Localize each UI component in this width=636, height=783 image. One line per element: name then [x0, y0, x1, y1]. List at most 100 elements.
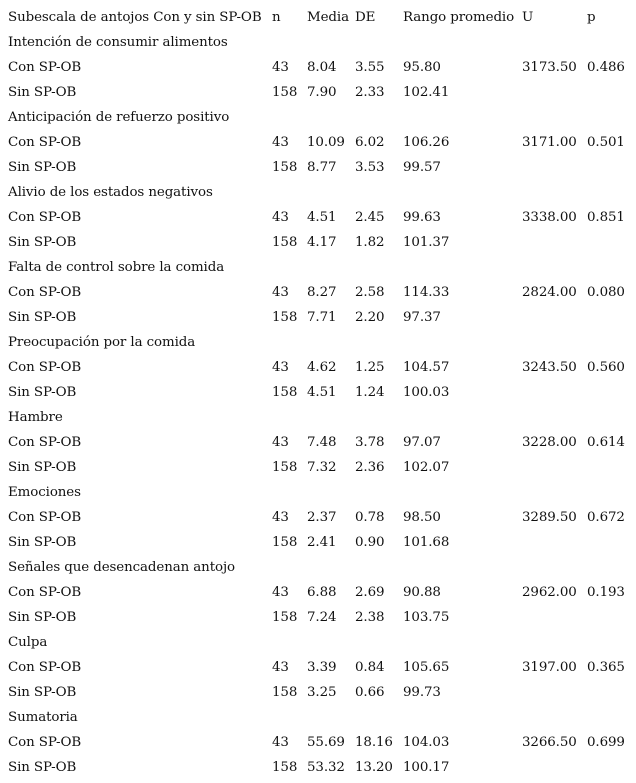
group-title-row: Sumatoria [0, 705, 636, 730]
cell-de: 1.24 [355, 385, 385, 400]
table-header-row: Subescala de antojos Con y sin SP-OB n M… [0, 5, 636, 30]
table-row: Con SP-OB 43 55.69 18.16 104.03 3266.50 0.699 [0, 730, 636, 755]
group-title: Intención de consumir alimentos [8, 35, 228, 50]
cell-n: 43 [272, 735, 289, 750]
cell-n: 158 [272, 310, 298, 325]
cell-media: 2.41 [307, 535, 337, 550]
cell-rango: 98.50 [403, 510, 441, 525]
cell-media: 3.39 [307, 660, 337, 675]
header-media: Media [307, 10, 349, 25]
cell-n: 158 [272, 610, 298, 625]
cell-media: 7.32 [307, 460, 337, 475]
cell-n: 43 [272, 60, 289, 75]
cell-p: 0.501 [587, 135, 625, 150]
row-label: Con SP-OB [8, 660, 82, 675]
table-row: Con SP-OB 43 7.48 3.78 97.07 3228.00 0.614 [0, 430, 636, 455]
group-title-row: Alivio de los estados negativos [0, 180, 636, 205]
cell-n: 43 [272, 585, 289, 600]
table-row: Con SP-OB 43 3.39 0.84 105.65 3197.00 0.365 [0, 655, 636, 680]
cell-de: 3.78 [355, 435, 385, 450]
table-row: Sin SP-OB 158 7.90 2.33 102.41 [0, 80, 636, 105]
cell-p: 0.365 [587, 660, 625, 675]
row-label: Con SP-OB [8, 135, 82, 150]
cell-rango: 99.73 [403, 685, 441, 700]
cell-media: 2.37 [307, 510, 337, 525]
cell-u: 2962.00 [522, 585, 577, 600]
cell-rango: 90.88 [403, 585, 441, 600]
cell-media: 3.25 [307, 685, 337, 700]
cell-de: 2.58 [355, 285, 385, 300]
group-title-row: Culpa [0, 630, 636, 655]
cell-p: 0.851 [587, 210, 625, 225]
group-title-row: Falta de control sobre la comida [0, 255, 636, 280]
cell-de: 2.33 [355, 85, 385, 100]
cell-media: 4.62 [307, 360, 337, 375]
table-row: Sin SP-OB 158 3.25 0.66 99.73 [0, 680, 636, 705]
cell-rango: 114.33 [403, 285, 450, 300]
group-title: Preocupación por la comida [8, 335, 196, 350]
header-p: p [587, 10, 596, 25]
group-title: Culpa [8, 635, 48, 650]
row-label: Sin SP-OB [8, 160, 77, 175]
row-label: Sin SP-OB [8, 460, 77, 475]
cell-u: 3289.50 [522, 510, 577, 525]
cell-media: 10.09 [307, 135, 345, 150]
cell-n: 43 [272, 135, 289, 150]
cell-media: 4.51 [307, 385, 337, 400]
cell-n: 43 [272, 360, 289, 375]
table-row: Con SP-OB 43 4.51 2.45 99.63 3338.00 0.851 [0, 205, 636, 230]
header-n: n [272, 10, 281, 25]
cell-rango: 99.57 [403, 160, 441, 175]
cell-u: 3228.00 [522, 435, 577, 450]
row-label: Con SP-OB [8, 510, 82, 525]
cell-rango: 104.03 [403, 735, 450, 750]
cell-rango: 100.03 [403, 385, 450, 400]
cell-n: 158 [272, 385, 298, 400]
cell-p: 0.672 [587, 510, 625, 525]
cell-media: 7.90 [307, 85, 337, 100]
cell-de: 2.36 [355, 460, 385, 475]
cell-media: 4.17 [307, 235, 337, 250]
cell-rango: 104.57 [403, 360, 450, 375]
row-label: Sin SP-OB [8, 535, 77, 550]
table-row: Sin SP-OB 158 7.24 2.38 103.75 [0, 605, 636, 630]
row-label: Sin SP-OB [8, 610, 77, 625]
group-title-row: Anticipación de refuerzo positivo [0, 105, 636, 130]
row-label: Sin SP-OB [8, 310, 77, 325]
cell-n: 158 [272, 535, 298, 550]
cell-u: 3171.00 [522, 135, 577, 150]
cell-rango: 100.17 [403, 760, 450, 775]
table-row: Sin SP-OB 158 4.17 1.82 101.37 [0, 230, 636, 255]
cell-n: 43 [272, 435, 289, 450]
cell-u: 3243.50 [522, 360, 577, 375]
cell-u: 3197.00 [522, 660, 577, 675]
group-title: Sumatoria [8, 710, 78, 725]
row-label: Con SP-OB [8, 210, 82, 225]
cell-media: 8.04 [307, 60, 337, 75]
cell-rango: 101.68 [403, 535, 450, 550]
cell-rango: 95.80 [403, 60, 441, 75]
row-label: Con SP-OB [8, 360, 82, 375]
group-title: Alivio de los estados negativos [8, 185, 213, 200]
group-title: Falta de control sobre la comida [8, 260, 225, 275]
cell-media: 53.32 [307, 760, 345, 775]
cell-de: 0.78 [355, 510, 385, 525]
group-title-row: Hambre [0, 405, 636, 430]
cell-de: 2.69 [355, 585, 385, 600]
cell-rango: 97.07 [403, 435, 441, 450]
row-label: Sin SP-OB [8, 685, 77, 700]
cell-media: 7.71 [307, 310, 337, 325]
cell-de: 13.20 [355, 760, 393, 775]
table-row: Con SP-OB 43 4.62 1.25 104.57 3243.50 0.560 [0, 355, 636, 380]
row-label: Con SP-OB [8, 435, 82, 450]
cell-rango: 102.41 [403, 85, 450, 100]
cell-de: 3.55 [355, 60, 385, 75]
cell-u: 2824.00 [522, 285, 577, 300]
cell-rango: 103.75 [403, 610, 450, 625]
cell-de: 0.84 [355, 660, 385, 675]
header-u: U [522, 10, 534, 25]
row-label: Sin SP-OB [8, 385, 77, 400]
cell-rango: 102.07 [403, 460, 450, 475]
cell-de: 2.45 [355, 210, 385, 225]
group-title: Emociones [8, 485, 81, 500]
